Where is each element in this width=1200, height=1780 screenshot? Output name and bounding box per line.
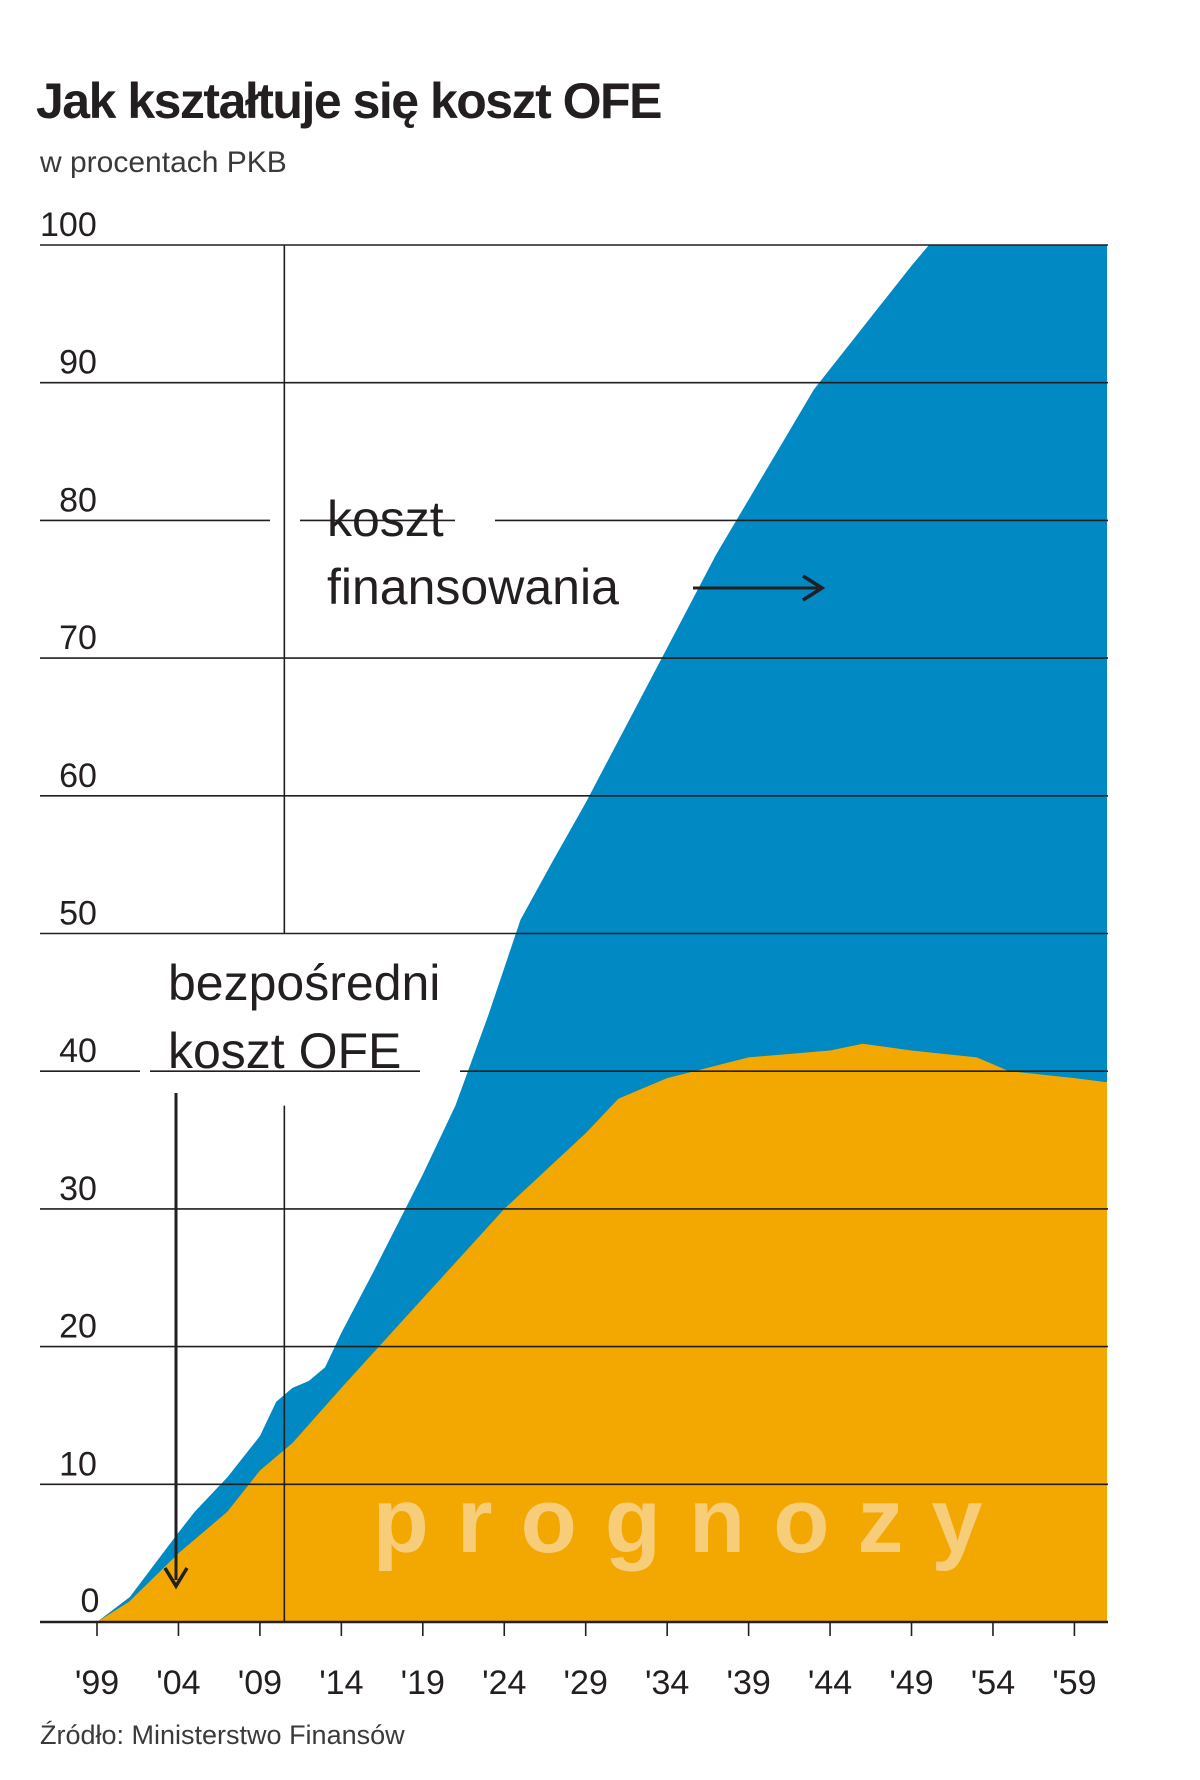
x-tick-label-2034: '34: [645, 1664, 689, 1702]
x-tick-label-2014: '14: [319, 1664, 363, 1702]
y-tick-label-60: 60: [59, 757, 97, 795]
x-tick-label-2039: '39: [726, 1664, 770, 1702]
area-bezposredni-koszt-ofe: [97, 1043, 1107, 1622]
annotation-koszt-ofe: koszt OFE: [168, 1023, 401, 1079]
source-note: Źródło: Ministerstwo Finansów: [40, 1720, 405, 1750]
annotation-bezposredni: bezpośredni: [168, 955, 440, 1011]
chart-subtitle: w procentach PKB: [40, 146, 287, 179]
x-tick-label-2029: '29: [564, 1664, 608, 1702]
y-tick-label-80: 80: [59, 481, 97, 519]
x-tick-label-2049: '49: [889, 1664, 933, 1702]
x-tick-label-2044: '44: [808, 1664, 852, 1702]
arrow-financing-head: [802, 574, 826, 602]
arrow-direct-head: [163, 1567, 189, 1590]
x-tick-label-2019: '19: [401, 1664, 445, 1702]
chart-title: Jak kształtuje się koszt OFE: [36, 73, 662, 129]
y-tick-label-100: 100: [40, 206, 97, 244]
series-areas: [97, 245, 1107, 1622]
annotation-koszt: koszt: [327, 491, 444, 547]
y-tick-label-20: 20: [59, 1308, 97, 1346]
x-tick-label-1999: '99: [75, 1664, 119, 1702]
annotation-finansowania: finansowania: [327, 559, 619, 615]
x-tick-label-2024: '24: [482, 1664, 526, 1702]
y-tick-label-10: 10: [59, 1445, 97, 1483]
y-tick-label-90: 90: [59, 344, 97, 382]
y-tick-label-40: 40: [59, 1032, 97, 1070]
x-tick-label-2009: '09: [238, 1664, 282, 1702]
forecast-watermark: prognozy: [373, 1470, 1011, 1572]
y-tick-label-30: 30: [59, 1170, 97, 1208]
y-tick-label-50: 50: [59, 895, 97, 933]
x-tick-label-2059: '59: [1052, 1664, 1096, 1702]
x-tick-label-2054: '54: [971, 1664, 1015, 1702]
x-tick-label-2004: '04: [156, 1664, 200, 1702]
y-tick-label-0: 0: [81, 1582, 100, 1620]
y-tick-label-70: 70: [59, 619, 97, 657]
